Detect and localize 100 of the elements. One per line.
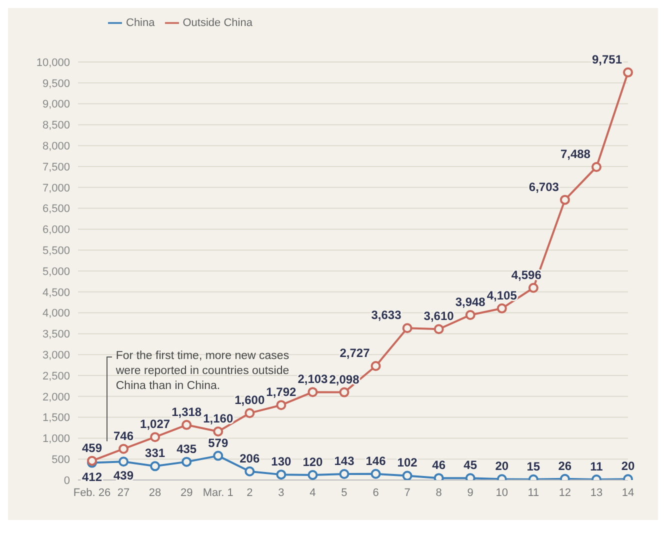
point xyxy=(370,468,381,479)
point xyxy=(370,361,381,372)
y-tick-label: 4,000 xyxy=(42,308,70,320)
y-tick-label: 500 xyxy=(52,454,70,466)
x-tick-label: 2 xyxy=(246,486,253,499)
point xyxy=(213,426,224,437)
point xyxy=(434,324,444,334)
data-label: 4,105 xyxy=(486,288,518,302)
point xyxy=(339,387,350,398)
point xyxy=(213,450,224,461)
x-tick-label: 6 xyxy=(372,486,379,499)
data-label: 143 xyxy=(334,454,355,468)
y-tick-label: 3,000 xyxy=(42,350,70,362)
data-label: 3,948 xyxy=(455,294,486,309)
data-label: 130 xyxy=(271,454,292,469)
x-tick-label: 27 xyxy=(117,486,130,499)
data-label: 46 xyxy=(432,458,446,472)
data-label: 20 xyxy=(621,459,635,474)
data-label: 412 xyxy=(82,470,102,484)
point xyxy=(276,400,286,410)
x-tick-label: 10 xyxy=(496,486,508,499)
x-tick-label: 4 xyxy=(310,486,316,499)
data-label: 3,610 xyxy=(424,309,454,324)
data-label: 20 xyxy=(495,459,509,474)
y-tick-label: 1,500 xyxy=(42,412,70,424)
point xyxy=(308,387,318,398)
y-tick-label: 0 xyxy=(64,474,70,487)
data-label: 11 xyxy=(590,460,604,474)
point xyxy=(244,408,255,418)
point xyxy=(623,67,633,78)
point xyxy=(150,461,160,472)
point xyxy=(402,323,412,334)
data-label: 2,727 xyxy=(340,346,370,360)
y-tick-label: 7,000 xyxy=(42,182,70,194)
y-tick-label: 2,500 xyxy=(42,370,70,382)
data-label: 439 xyxy=(114,468,134,483)
point xyxy=(182,420,192,430)
point xyxy=(465,310,476,320)
data-label: 146 xyxy=(366,454,386,468)
data-label: 2,098 xyxy=(329,372,360,386)
data-label: 26 xyxy=(558,458,572,473)
legend-label: Outside China xyxy=(182,16,252,29)
data-label: 120 xyxy=(302,454,324,469)
y-tick-label: 8,000 xyxy=(42,140,70,153)
y-tick-label: 8,500 xyxy=(42,120,70,132)
y-tick-label: 7,500 xyxy=(42,161,70,174)
data-label: 435 xyxy=(176,442,197,456)
data-label: 2,103 xyxy=(298,372,328,386)
y-tick-label: 9,500 xyxy=(42,78,70,90)
data-label: 1,027 xyxy=(140,417,170,432)
x-tick-label: 14 xyxy=(622,486,634,499)
y-tick-label: 4,500 xyxy=(42,286,70,299)
data-label: 7,488 xyxy=(560,147,591,161)
y-tick-label: 5,000 xyxy=(42,266,70,278)
y-tick-label: 10,000 xyxy=(36,56,70,69)
y-tick-label: 9,000 xyxy=(42,98,70,111)
y-tick-label: 5,500 xyxy=(42,245,70,258)
data-label: 102 xyxy=(397,456,418,470)
data-label: 746 xyxy=(114,428,134,443)
y-tick-label: 6,500 xyxy=(42,203,70,216)
x-tick-label: Mar. 1 xyxy=(202,486,234,499)
x-tick-label: 12 xyxy=(558,486,572,499)
point xyxy=(276,470,286,480)
point xyxy=(528,282,538,293)
data-label: 6,703 xyxy=(528,180,560,194)
point xyxy=(244,466,255,476)
x-tick-label: 28 xyxy=(148,486,162,499)
data-label: 9,751 xyxy=(592,52,622,66)
x-tick-label: Feb. 26 xyxy=(73,486,111,499)
data-label: 206 xyxy=(240,451,260,466)
data-label: 1,600 xyxy=(234,393,265,408)
point xyxy=(402,470,412,480)
x-tick-label: 9 xyxy=(467,486,474,499)
point xyxy=(150,432,160,442)
y-tick-label: 2,000 xyxy=(42,391,70,404)
data-label: 3,633 xyxy=(371,308,402,322)
y-tick-label: 3,500 xyxy=(42,328,70,341)
data-label: 45 xyxy=(464,458,478,472)
data-label: 1,160 xyxy=(203,412,234,426)
data-label: 459 xyxy=(82,440,102,455)
point xyxy=(118,456,129,467)
data-label: 1,318 xyxy=(172,404,202,419)
y-tick-label: 6,000 xyxy=(42,224,70,236)
point xyxy=(182,456,192,467)
x-tick-label: 13 xyxy=(590,486,603,499)
x-tick-label: 7 xyxy=(404,486,410,499)
point xyxy=(339,469,350,480)
x-tick-label: 29 xyxy=(180,486,193,499)
data-label: 15 xyxy=(526,459,540,474)
x-tick-label: 5 xyxy=(341,486,348,499)
point xyxy=(560,194,570,205)
y-tick-label: 1,000 xyxy=(42,433,70,446)
data-label: 579 xyxy=(208,436,228,450)
point xyxy=(308,470,318,480)
legend-label: China xyxy=(126,16,155,29)
point xyxy=(118,444,129,454)
x-tick-label: 3 xyxy=(278,486,284,499)
point xyxy=(496,303,507,314)
data-label: 331 xyxy=(145,446,166,460)
x-tick-label: 8 xyxy=(436,486,442,499)
